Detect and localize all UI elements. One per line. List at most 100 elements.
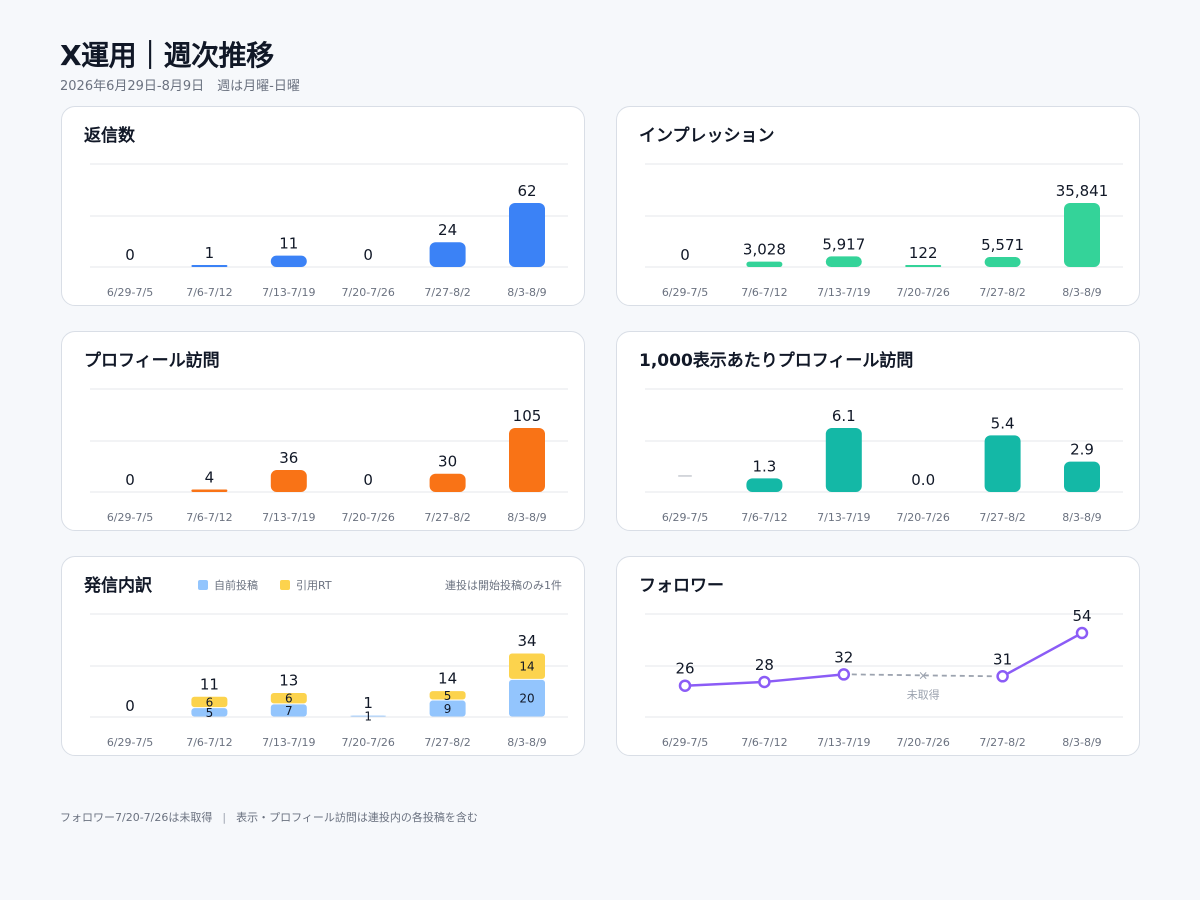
- total-label: 14: [438, 670, 457, 688]
- x-tick-label: 7/20-7/26: [897, 511, 950, 524]
- x-tick-label: 8/3-8/9: [507, 286, 546, 299]
- x-tick-label: 7/27-8/2: [424, 286, 470, 299]
- segment-label: 6: [206, 695, 214, 709]
- data-label: 0.0: [911, 471, 935, 489]
- posts-breakdown-chart: 6/29-7/5 7/6-7/12 7/13-7/19 7/20-7/26 7/27-8…: [90, 613, 568, 749]
- footer-note: フォロワー7/20-7/26は未取得 | 表示・プロフィール訪問は連投内の各投稿を含…: [60, 809, 478, 825]
- data-label: 0: [363, 471, 373, 489]
- missing-label: 未取得: [907, 688, 940, 701]
- legend-label: 自前投稿: [214, 579, 258, 592]
- bar: [509, 428, 545, 492]
- data-label: 5,917: [822, 235, 865, 253]
- data-label: 6.1: [832, 407, 856, 425]
- x-tick-label: 8/3-8/9: [507, 736, 546, 749]
- stack-segment: [191, 708, 228, 717]
- segment-label: 5: [444, 689, 452, 703]
- stack-segment: [350, 715, 387, 717]
- card-title: 返信数: [84, 126, 135, 146]
- bar: [1064, 203, 1100, 267]
- line-point: [837, 668, 851, 681]
- x-tick-label: 8/3-8/9: [507, 511, 546, 524]
- impressions-chart: 6/29-7/5 7/6-7/12 7/13-7/19 7/20-7/26 7/27-8…: [645, 163, 1123, 299]
- x-tick-label: 7/6-7/12: [186, 511, 232, 524]
- data-label: 11: [279, 235, 298, 253]
- segment-label: 5: [206, 706, 214, 720]
- x-tick-label: 6/29-7/5: [662, 736, 708, 749]
- line-segment: [1001, 631, 1084, 678]
- stack-segment: [509, 679, 545, 717]
- line-segment: [683, 680, 766, 687]
- total-label: 34: [517, 632, 536, 650]
- bar: [270, 470, 307, 492]
- stack-segment: [191, 696, 228, 708]
- data-label: 28: [755, 656, 774, 674]
- data-label: 105: [513, 407, 542, 425]
- x-tick-label: 7/13-7/19: [262, 286, 315, 299]
- profile-visits-card: プロフィール訪問 6/29-7/5 7/6-7/12 7/13-7/19 7/20-7…: [61, 331, 585, 531]
- data-label: 2.9: [1070, 441, 1094, 459]
- stack-segment: [429, 691, 466, 700]
- missing-bridge: [851, 673, 995, 678]
- bar: [1064, 461, 1100, 492]
- data-label: 36: [279, 449, 298, 467]
- segment-label: 9: [444, 702, 452, 716]
- x-tick-label: 7/6-7/12: [741, 511, 787, 524]
- x-tick-label: 7/13-7/19: [262, 736, 315, 749]
- card-title: 発信内訳: [84, 576, 152, 596]
- bar: [191, 265, 228, 267]
- footer-note-impressions: 表示・プロフィール訪問は連投内の各投稿を含む: [236, 811, 478, 824]
- replies-chart: 6/29-7/5 7/6-7/12 7/13-7/19 7/20-7/26 7/27-8…: [90, 163, 568, 299]
- x-tick-label: 7/13-7/19: [262, 511, 315, 524]
- x-tick-label: 6/29-7/5: [107, 736, 153, 749]
- x-tick-label: 7/6-7/12: [741, 736, 787, 749]
- card-title: 1,000表示あたりプロフィール訪問: [639, 351, 914, 371]
- card-title: インプレッション: [639, 126, 775, 146]
- x-tick-label: 7/13-7/19: [817, 511, 870, 524]
- segment-label: 20: [519, 692, 534, 706]
- bar: [825, 256, 862, 267]
- bar: [825, 428, 862, 492]
- x-tick-label: 7/27-8/2: [979, 736, 1025, 749]
- footer-note-followers: フォロワー7/20-7/26は未取得: [60, 811, 213, 824]
- x-tick-label: 8/3-8/9: [1062, 286, 1101, 299]
- line-point: [996, 670, 1009, 683]
- data-label: 3,028: [743, 241, 786, 259]
- data-label: 5.4: [991, 414, 1015, 432]
- line-point: [678, 679, 692, 692]
- x-tick-label: 7/20-7/26: [342, 286, 395, 299]
- missing-marker: ×: [918, 668, 928, 682]
- data-label: 5,571: [981, 236, 1024, 254]
- total-label: 0: [125, 697, 135, 715]
- data-label: 1: [205, 244, 215, 262]
- footer-separator: |: [222, 811, 227, 824]
- data-label: 24: [438, 221, 457, 239]
- x-tick-label: 7/27-8/2: [424, 511, 470, 524]
- stack-segment: [429, 700, 466, 717]
- data-label: 0: [363, 246, 373, 264]
- profile-visits-chart: 6/29-7/5 7/6-7/12 7/13-7/19 7/20-7/26 7/27-8…: [90, 388, 568, 524]
- x-tick-label: 7/13-7/19: [817, 736, 870, 749]
- followers-chart: 6/29-7/5 7/6-7/12 7/13-7/19 7/20-7/26 7/27-8…: [645, 607, 1123, 749]
- data-label: 26: [675, 660, 694, 678]
- segment-label: 7: [285, 704, 293, 718]
- total-label: 11: [200, 675, 219, 693]
- legend-swatch: [198, 580, 208, 590]
- x-tick-label: 7/20-7/26: [342, 511, 395, 524]
- x-tick-label: 7/20-7/26: [897, 736, 950, 749]
- page-subtitle: 2026年6月29日-8月9日 週は月曜-日曜: [60, 79, 300, 94]
- x-tick-label: 6/29-7/5: [107, 511, 153, 524]
- page-title: X運用｜週次推移: [60, 39, 274, 72]
- stack-segment: [509, 653, 545, 679]
- bar: [429, 242, 466, 267]
- legend-label: 引用RT: [296, 579, 332, 592]
- x-tick-label: 7/6-7/12: [186, 736, 232, 749]
- total-label: 13: [279, 672, 298, 690]
- data-label: 31: [993, 650, 1012, 668]
- bar: [191, 489, 228, 492]
- data-label: 122: [909, 244, 938, 262]
- bar: [270, 255, 307, 267]
- x-tick-label: 6/29-7/5: [662, 511, 708, 524]
- card-title: プロフィール訪問: [84, 351, 220, 371]
- data-label: 32: [834, 648, 853, 666]
- x-tick-label: 7/6-7/12: [186, 286, 232, 299]
